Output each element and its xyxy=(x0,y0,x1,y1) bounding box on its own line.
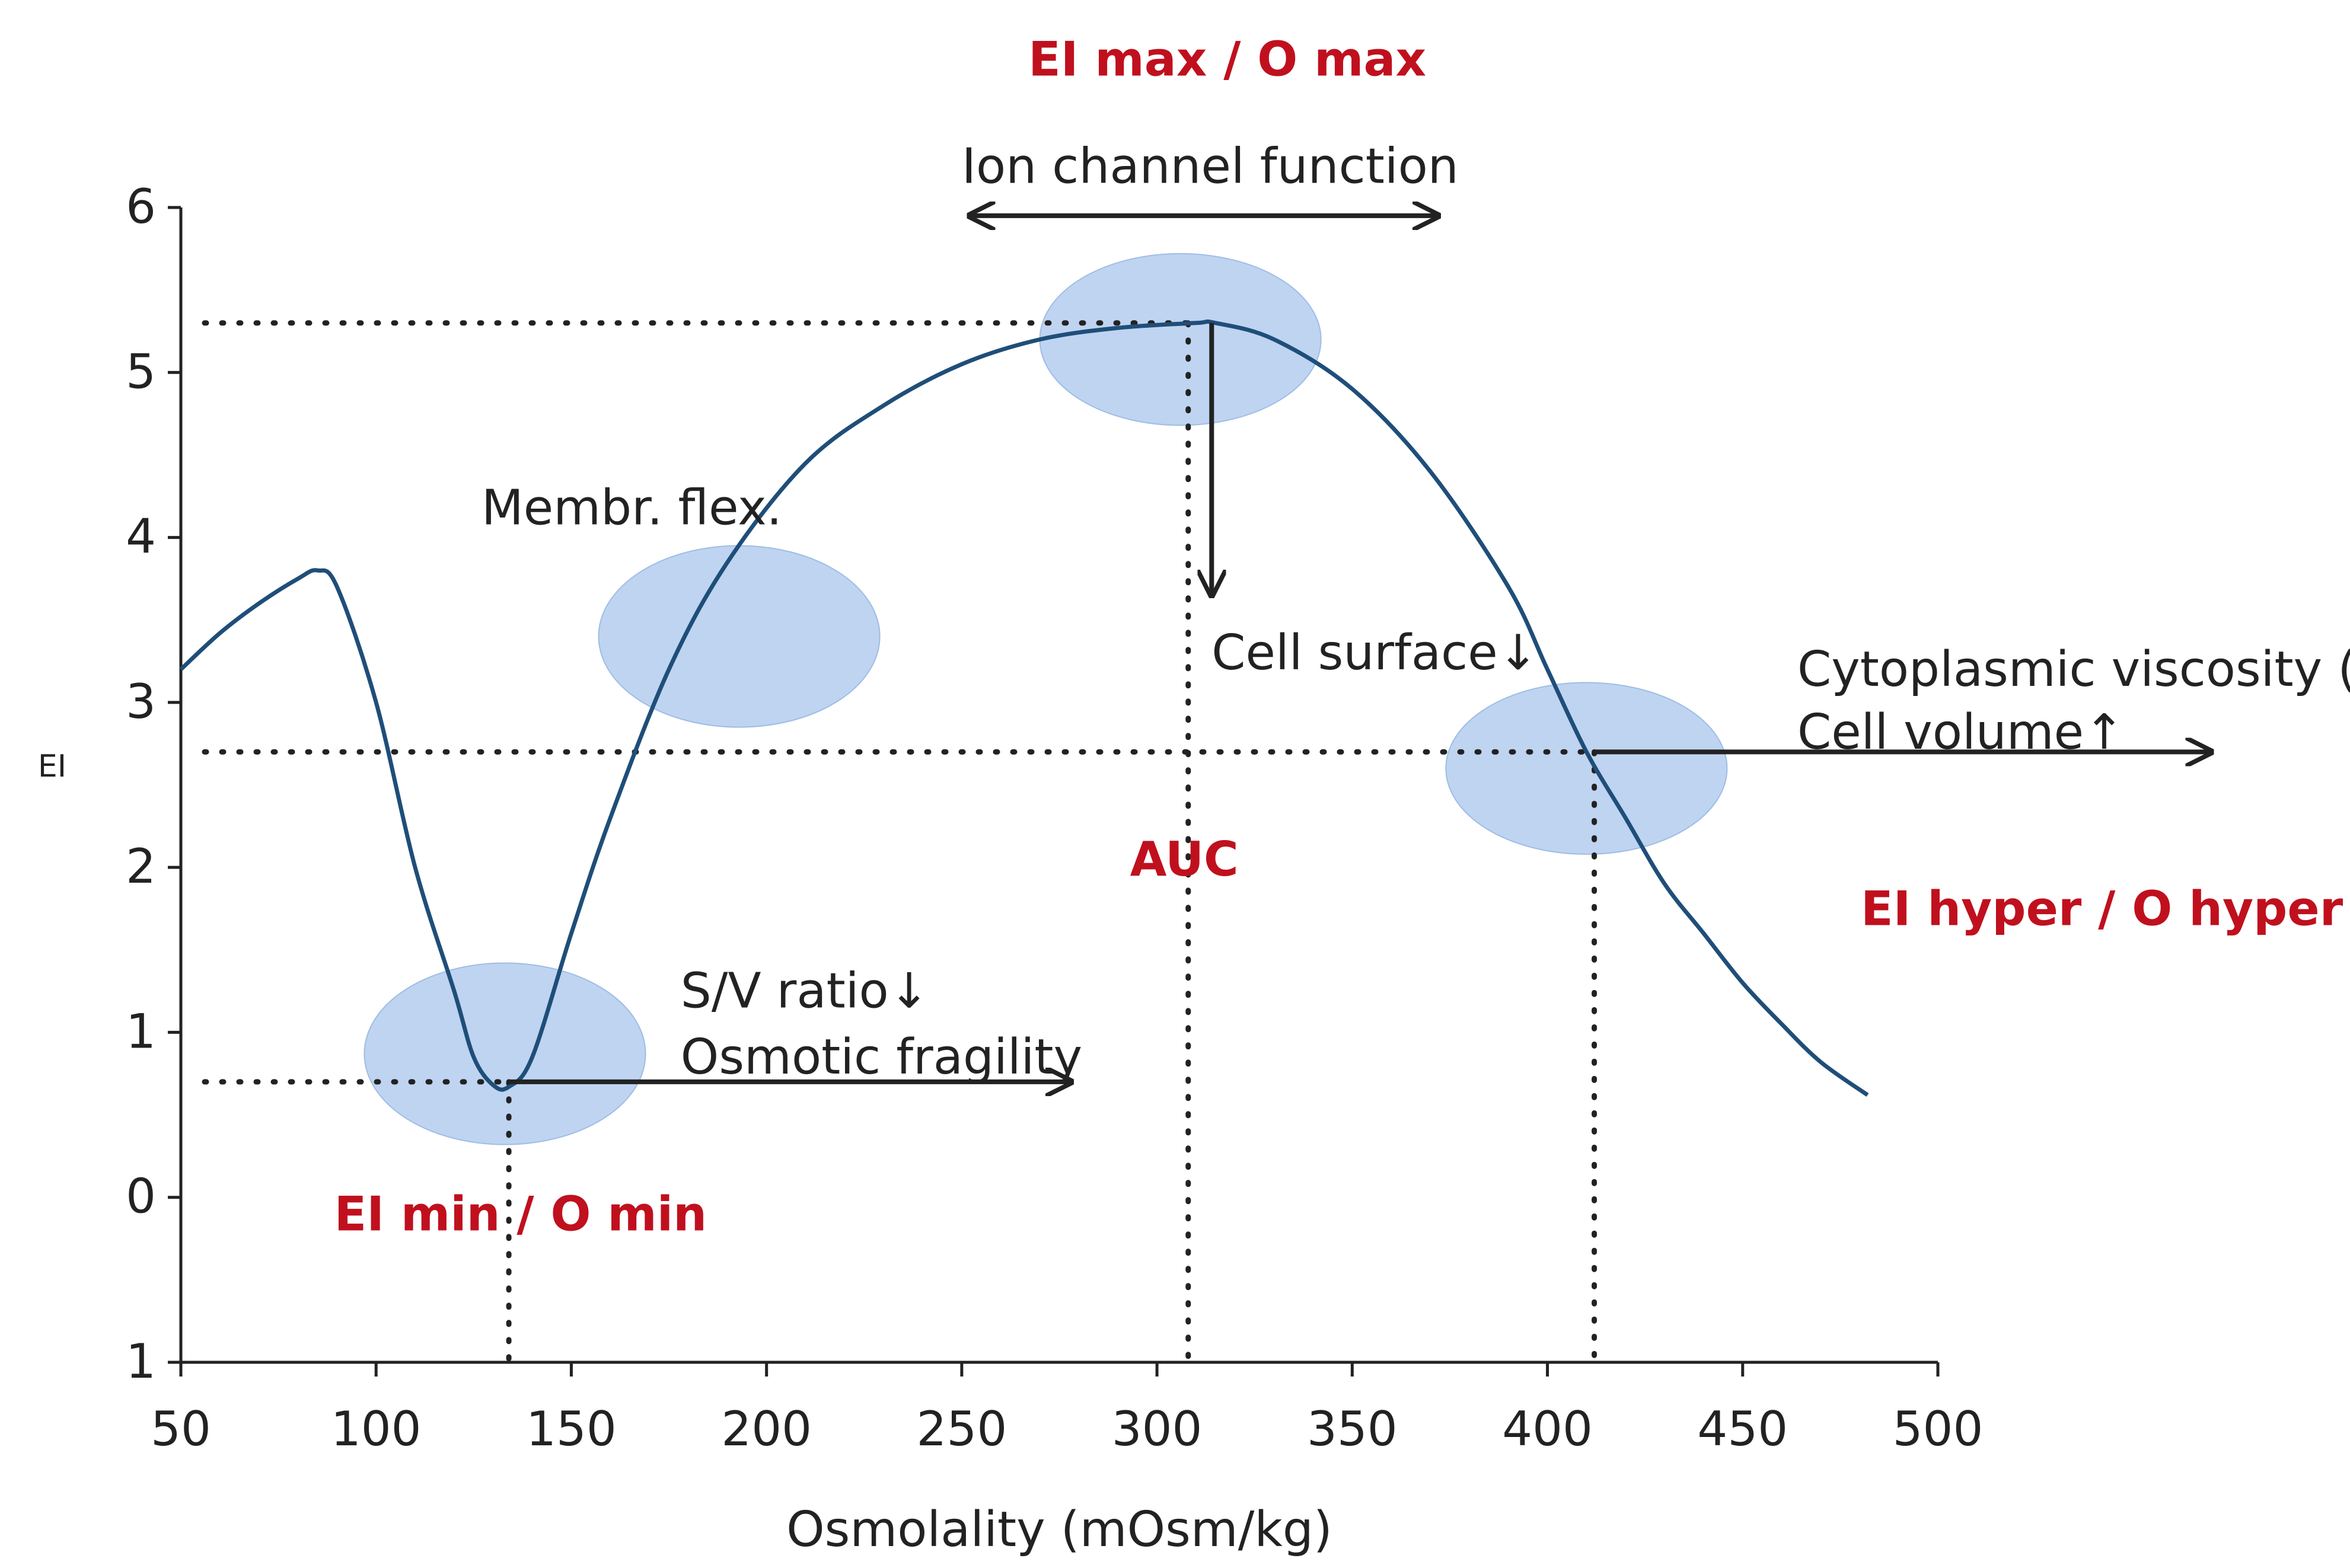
y-tick-label: 5 xyxy=(126,344,156,399)
ion-channel-function-label: Ion channel function xyxy=(962,138,1459,194)
cell-surface-label: Cell surface↓ xyxy=(1211,625,1538,681)
arrows xyxy=(509,216,2211,1082)
x-tick-label: 150 xyxy=(526,1401,617,1457)
x-tick-label: 200 xyxy=(721,1401,812,1457)
x-tick-label: 350 xyxy=(1307,1401,1398,1457)
cell-volume-label: Cell volume↑ xyxy=(1797,704,2125,761)
x-tick-label: 250 xyxy=(917,1401,1007,1457)
membr-flex-label: Membr. flex. xyxy=(482,480,782,536)
y-axis-title: EI xyxy=(38,749,66,784)
x-tick-label: 300 xyxy=(1112,1401,1203,1457)
x-tick-label: 400 xyxy=(1502,1401,1593,1457)
y-tick-label: 1 xyxy=(126,1004,156,1059)
curve xyxy=(179,319,1869,1097)
x-tick-label: 50 xyxy=(151,1401,211,1457)
highlight-region-2 xyxy=(1445,682,1728,855)
x-tick-label: 100 xyxy=(331,1401,422,1457)
y-tick-label: 0 xyxy=(126,1169,156,1224)
y-tick-label: 2 xyxy=(126,839,156,894)
highlight-region-1 xyxy=(598,545,881,728)
y-tick-label: 4 xyxy=(126,509,156,564)
ei-hyper-label: EI hyper / O hyper xyxy=(1861,882,2343,937)
x-tick-label: 500 xyxy=(1893,1401,1984,1457)
auc-label: AUC xyxy=(1130,832,1239,887)
ei-max-label: EI max / O max xyxy=(1028,31,1426,87)
y-tick-label: 3 xyxy=(126,674,156,729)
annotations: Ion channel function Membr. flex. Cell sur… xyxy=(334,31,2350,1241)
highlight-regions xyxy=(363,253,1728,1145)
sv-ratio-label: S/V ratio↓ xyxy=(681,963,930,1020)
highlight-region-3 xyxy=(363,962,646,1145)
series-line-0 xyxy=(179,319,1869,1097)
reference-lines xyxy=(202,320,1598,1365)
cytoplasmic-viscosity-label: Cytoplasmic viscosity (MCHC)↓ xyxy=(1797,641,2350,698)
x-axis-title: Osmolality (mOsm/kg) xyxy=(786,1502,1332,1558)
y-tick-label: 6 xyxy=(126,179,156,234)
x-tick-label: 450 xyxy=(1697,1401,1788,1457)
ei-min-label: EI min / O min xyxy=(334,1186,707,1241)
osmotic-fragility-label: Osmotic fragility xyxy=(681,1029,1082,1085)
y-tick-label: 1 xyxy=(126,1334,156,1389)
